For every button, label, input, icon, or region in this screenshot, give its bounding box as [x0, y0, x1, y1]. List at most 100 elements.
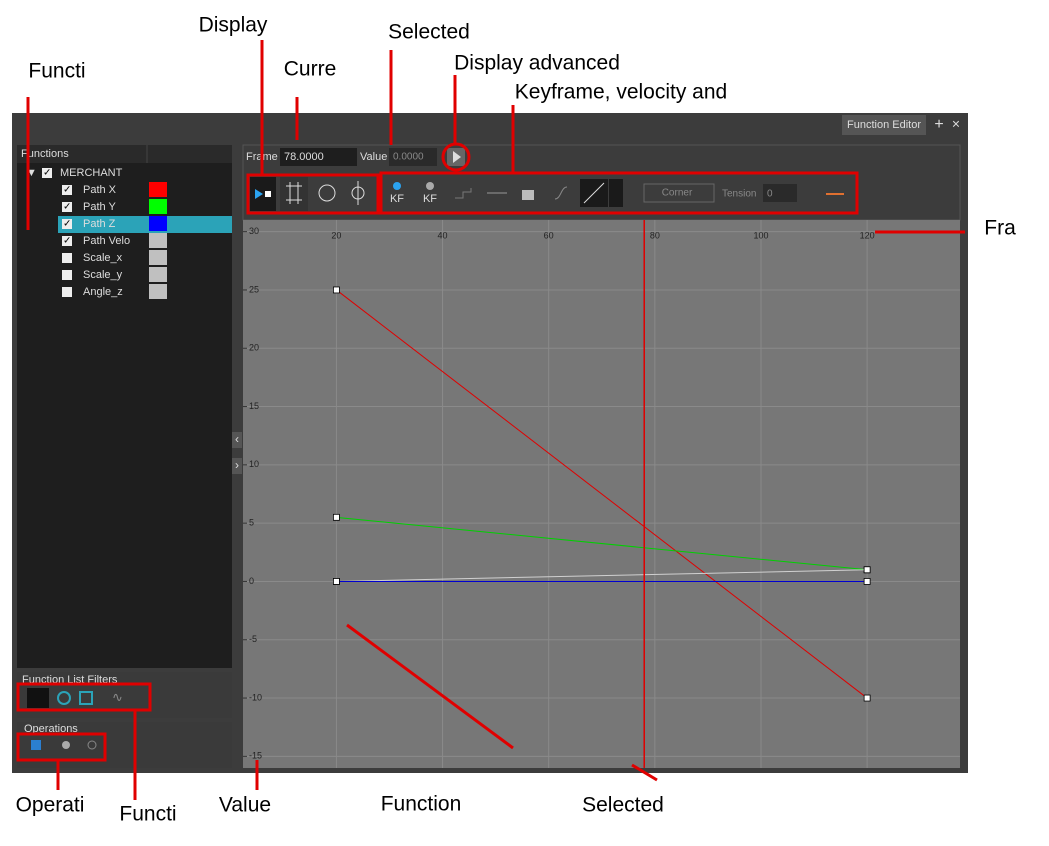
- callout: Selected: [388, 21, 470, 44]
- x-tick-label: 100: [753, 230, 768, 240]
- function-label: Path X: [83, 184, 117, 196]
- lock-button[interactable]: [522, 190, 534, 200]
- y-tick-label: -10: [249, 692, 262, 702]
- filter-button[interactable]: [27, 688, 49, 708]
- function-curve: [336, 516, 868, 571]
- filter-button[interactable]: ∿: [112, 689, 123, 704]
- callout: Functi: [28, 60, 85, 83]
- checkbox[interactable]: [62, 287, 72, 297]
- stepped-button[interactable]: [455, 188, 472, 199]
- color-swatch: [149, 250, 167, 265]
- color-swatch: [149, 267, 167, 282]
- add-key-label: KF: [390, 193, 404, 205]
- y-tick-label: 5: [249, 518, 254, 528]
- callout: Display advanced: [454, 52, 620, 75]
- frame-value[interactable]: 78.0000: [284, 151, 324, 163]
- check: ✓: [63, 236, 71, 247]
- interpolation-value: Corner: [662, 188, 693, 199]
- display-button[interactable]: [351, 181, 365, 205]
- value-value: 0.0000: [393, 152, 424, 163]
- x-tick-label: 40: [438, 230, 448, 240]
- color-swatch: [149, 216, 167, 231]
- filter-button[interactable]: [79, 691, 93, 705]
- y-tick-label: 15: [249, 401, 259, 411]
- callout: Operati: [16, 794, 85, 817]
- smooth-button[interactable]: [554, 186, 568, 200]
- root-label: MERCHANT: [60, 167, 123, 179]
- callout: Fra: [984, 217, 1016, 240]
- operation-button[interactable]: [87, 740, 97, 750]
- function-label: Angle_z: [83, 286, 123, 298]
- callout-box: [16, 732, 107, 762]
- value-field[interactable]: [389, 148, 437, 166]
- tab[interactable]: [842, 115, 926, 135]
- function-list: ✓ Path X ✓ Path Y ✓ Path Z ✓ Path Velo Scale_x Sc…: [58, 182, 232, 299]
- callout: Value: [219, 794, 271, 817]
- callout-box: [16, 682, 152, 712]
- checkbox[interactable]: [62, 185, 72, 195]
- interpolation-field[interactable]: [643, 183, 715, 203]
- y-tick-label: 20: [249, 343, 259, 353]
- filter-button[interactable]: [57, 691, 71, 705]
- callout-box: [246, 173, 380, 215]
- checkbox[interactable]: [62, 253, 72, 263]
- panel-header: [17, 145, 232, 163]
- collapse-button[interactable]: [232, 432, 242, 448]
- y-tick-label: 0: [249, 576, 254, 586]
- keyframe[interactable]: [333, 513, 340, 521]
- keyframe[interactable]: [863, 566, 871, 574]
- callout-circle: [441, 142, 471, 172]
- check: ✓: [63, 185, 71, 196]
- checkbox[interactable]: [62, 270, 72, 280]
- tension-label: Tension: [722, 189, 756, 200]
- icon: [286, 182, 302, 204]
- checkbox[interactable]: [62, 236, 72, 246]
- dropdown[interactable]: [609, 179, 623, 207]
- keyframe[interactable]: [333, 578, 340, 585]
- display-button[interactable]: [318, 184, 336, 202]
- check: ✓: [43, 168, 51, 179]
- checkbox[interactable]: [62, 202, 72, 212]
- icon: ‹: [235, 432, 239, 446]
- add-key-button[interactable]: [393, 182, 401, 190]
- root-checkbox[interactable]: [42, 168, 52, 178]
- x-tick-label: 80: [650, 230, 660, 240]
- icon: [453, 151, 461, 163]
- expand-button[interactable]: [232, 458, 242, 474]
- keyframe[interactable]: [863, 694, 871, 702]
- tension-field[interactable]: [763, 184, 797, 202]
- color-swatch: [149, 199, 167, 214]
- check: ✓: [63, 219, 71, 230]
- tree-toggle[interactable]: ▼: [26, 167, 37, 179]
- remove-key-label: KF: [423, 193, 437, 205]
- color-swatch: [149, 182, 167, 197]
- frame-field[interactable]: [280, 148, 357, 166]
- callout: Display: [199, 14, 268, 37]
- operation-button[interactable]: [62, 741, 70, 749]
- y-tick-label: -5: [249, 634, 257, 644]
- icon: ›: [235, 458, 239, 472]
- callout: Functi: [119, 803, 176, 826]
- function-label: Scale_y: [83, 269, 123, 281]
- callout-lines: [26, 40, 965, 800]
- checkbox[interactable]: [62, 219, 72, 229]
- keyframe[interactable]: [333, 286, 340, 294]
- tab-title: Function Editor: [847, 119, 921, 131]
- function-curve: [336, 289, 868, 699]
- add-button[interactable]: +: [934, 116, 943, 133]
- color-swatch: [149, 284, 167, 299]
- icon: [255, 189, 263, 199]
- icon: [583, 182, 605, 204]
- display-button[interactable]: [280, 177, 308, 211]
- keyframe[interactable]: [863, 578, 871, 585]
- icon: [265, 191, 271, 197]
- x-tick-label: 60: [544, 230, 554, 240]
- close-button[interactable]: ×: [952, 116, 960, 132]
- y-tick-label: 10: [249, 459, 259, 469]
- function-curve: [336, 569, 868, 582]
- operation-button[interactable]: [31, 740, 41, 750]
- callout: Curre: [284, 58, 337, 81]
- panel-header-text: Functions: [21, 148, 69, 160]
- remove-key-button[interactable]: [426, 182, 434, 190]
